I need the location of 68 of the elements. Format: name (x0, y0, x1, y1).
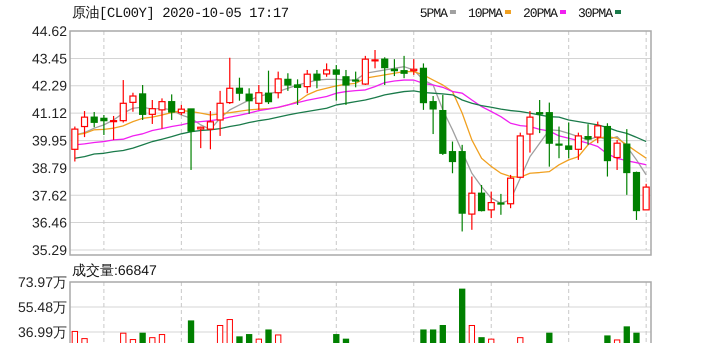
candlestick (304, 69, 311, 94)
candlestick (226, 57, 234, 105)
candlestick (129, 92, 137, 112)
candlestick (584, 124, 592, 146)
candlestick (381, 56, 388, 86)
y-tick-label: 44.62 (32, 23, 68, 39)
y-tick-label: 42.29 (32, 78, 68, 94)
candlestick (120, 79, 127, 124)
candlestick (294, 78, 302, 106)
candlestick (178, 104, 185, 116)
candlestick (139, 84, 146, 121)
candlestick (187, 108, 195, 171)
candlestick (313, 69, 321, 89)
candlestick (526, 110, 534, 154)
legend-label: 30PMA (578, 6, 614, 21)
candlestick (236, 77, 244, 102)
y-tick-label: 55.48万 (18, 299, 67, 315)
legend-label: 10PMA (468, 6, 504, 21)
candlestick (274, 71, 282, 99)
candlestick (555, 126, 563, 159)
candlestick (168, 94, 176, 121)
candlestick (255, 84, 262, 110)
chart-title: 成交量:66847 (72, 262, 158, 278)
candlestick (594, 121, 602, 144)
candlestick (246, 88, 253, 114)
candlestick (430, 95, 437, 135)
candlestick (71, 126, 78, 162)
candlestick (264, 70, 272, 105)
candlestick (352, 71, 360, 88)
candlestick (536, 99, 544, 134)
candlestick (90, 111, 98, 128)
legend-label: 5PMA (420, 6, 448, 21)
candlestick (342, 69, 350, 106)
candlestick (110, 115, 118, 141)
y-tick-label: 36.46 (32, 214, 68, 231)
candlestick (574, 132, 582, 160)
y-tick-label: 36.99万 (18, 324, 67, 340)
candlestick (565, 122, 572, 159)
candlestick (323, 62, 330, 78)
y-tick-label: 43.45 (32, 50, 68, 66)
y-tick-label: 39.95 (32, 132, 68, 149)
candlestick (284, 72, 292, 92)
y-tick-label: 41.12 (32, 105, 68, 122)
y-tick-label: 35.29 (32, 242, 68, 258)
candlestick (468, 176, 476, 230)
candlestick (148, 99, 156, 125)
candlestick (488, 190, 495, 219)
legend-label: 20PMA (522, 6, 558, 21)
candlestick (642, 183, 650, 210)
candlestick (448, 140, 456, 174)
candlestick (400, 55, 408, 79)
candlestick (206, 110, 214, 150)
candlestick (410, 58, 418, 76)
candlestick (197, 126, 204, 149)
y-tick-label: 38.79 (32, 160, 68, 176)
candlestick (216, 90, 224, 137)
candlestick (371, 49, 379, 69)
candlestick (332, 64, 340, 102)
candlestick (478, 184, 486, 212)
chart-title: 原油[CL00Y] 2020-10-05 17:17 (72, 5, 289, 22)
candlestick (390, 58, 398, 77)
candlestick (614, 139, 621, 171)
candlestick (158, 98, 166, 130)
candlestick (80, 110, 88, 138)
candlestick (100, 114, 108, 136)
candlestick (497, 193, 505, 216)
y-tick-label: 37.62 (32, 187, 68, 204)
y-tick-label: 73.97万 (18, 274, 67, 290)
